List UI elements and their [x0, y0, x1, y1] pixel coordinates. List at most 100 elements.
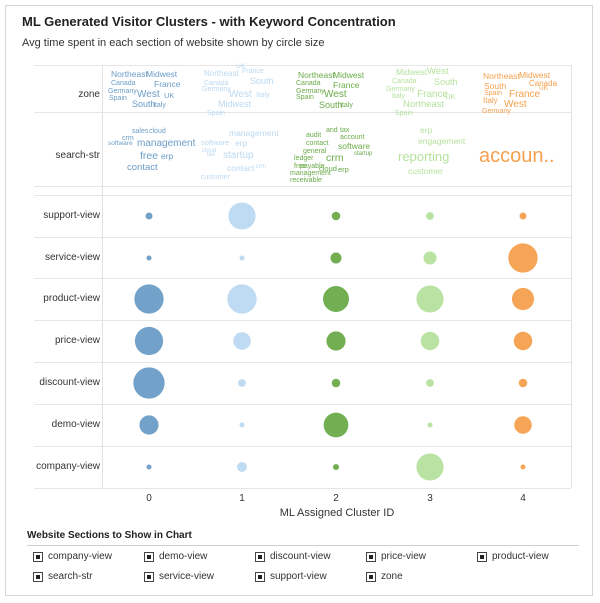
legend-item-label: zone	[381, 571, 403, 582]
bubble-price-view-cluster-2[interactable]	[326, 331, 346, 351]
word-cloud-term: Germany	[482, 108, 511, 115]
word-cloud-term: free	[140, 150, 159, 162]
legend-item-discount-view[interactable]: discount-view	[255, 551, 331, 562]
bubble-support-view-cluster-2[interactable]	[331, 211, 341, 221]
bubble-company-view-cluster-1[interactable]	[237, 462, 247, 472]
word-cloud-term: South	[434, 77, 458, 87]
bubble-demo-view-cluster-0[interactable]	[139, 415, 159, 435]
word-cloud-term: Germany	[386, 86, 415, 93]
checkbox-checked-icon[interactable]	[255, 551, 265, 562]
word-cloud-term: Canada	[204, 80, 229, 87]
checkbox-checked-icon[interactable]	[33, 551, 43, 562]
word-cloud-term: Canada	[111, 80, 136, 87]
legend-item-label: support-view	[270, 571, 327, 582]
word-cloud-term: Northeast	[403, 99, 445, 110]
legend-item-price-view[interactable]: price-view	[366, 551, 426, 562]
checkbox-checked-icon[interactable]	[144, 551, 154, 562]
word-cloud-term: accoun..	[479, 145, 555, 167]
row-label-company-view: company-view	[36, 461, 100, 472]
bubble-company-view-cluster-2[interactable]	[332, 463, 340, 471]
bubble-price-view-cluster-4[interactable]	[513, 331, 533, 351]
bubble-price-view-cluster-3[interactable]	[420, 331, 440, 351]
checkbox-checked-icon[interactable]	[366, 571, 376, 582]
bubble-demo-view-cluster-1[interactable]	[239, 422, 245, 428]
legend-item-search-str[interactable]: search-str	[33, 571, 92, 582]
word-cloud-term: Spain	[484, 90, 502, 97]
word-cloud-term: Spain	[296, 94, 314, 101]
word-cloud-term: tax	[207, 152, 216, 158]
word-cloud-term: France	[509, 89, 541, 100]
bubble-discount-view-cluster-4[interactable]	[518, 378, 528, 388]
word-cloud-term: tax	[340, 127, 350, 134]
word-cloud-term: software	[201, 138, 230, 147]
word-cloud-term: contact	[306, 140, 329, 147]
bubble-discount-view-cluster-0[interactable]	[133, 367, 165, 399]
bubble-service-view-cluster-0[interactable]	[146, 255, 152, 261]
bubble-support-view-cluster-0[interactable]	[145, 212, 153, 220]
word-cloud-term: contact	[127, 162, 158, 173]
bubble-price-view-cluster-1[interactable]	[233, 332, 251, 350]
bubble-product-view-cluster-1[interactable]	[227, 284, 257, 314]
word-cloud-term: crm	[256, 164, 266, 170]
word-cloud-term: software	[108, 140, 133, 147]
bubble-price-view-cluster-0[interactable]	[134, 326, 164, 356]
bubble-service-view-cluster-3[interactable]	[423, 251, 437, 265]
bubble-product-view-cluster-2[interactable]	[323, 286, 349, 312]
bubble-product-view-cluster-3[interactable]	[416, 285, 444, 313]
word-cloud-term: Italy	[392, 93, 405, 100]
bubble-company-view-cluster-4[interactable]	[520, 464, 526, 470]
word-cloud-term: West	[427, 66, 449, 77]
legend-item-demo-view[interactable]: demo-view	[144, 551, 207, 562]
word-cloud-term: South	[484, 81, 507, 91]
word-cloud-term: Northeast	[298, 70, 335, 80]
word-cloud-term: Midwest	[396, 67, 428, 77]
bubble-support-view-cluster-4[interactable]	[519, 212, 527, 220]
bubble-discount-view-cluster-2[interactable]	[331, 378, 341, 388]
bubble-company-view-cluster-0[interactable]	[146, 464, 152, 470]
word-cloud-term: West	[324, 89, 347, 100]
row-label-product-view: product-view	[43, 293, 100, 304]
legend-item-support-view[interactable]: support-view	[255, 571, 327, 582]
word-cloud-term: Midwest	[519, 70, 551, 80]
x-axis-title: ML Assigned Cluster ID	[279, 507, 395, 519]
bubble-service-view-cluster-1[interactable]	[239, 255, 245, 261]
word-cloud-term: ledger	[294, 155, 314, 162]
bubble-product-view-cluster-0[interactable]	[134, 284, 164, 314]
word-cloud-term: management	[290, 170, 331, 177]
bubble-service-view-cluster-4[interactable]	[508, 243, 538, 273]
word-cloud-term: UK	[445, 92, 456, 101]
legend-item-product-view[interactable]: product-view	[477, 551, 549, 562]
checkbox-checked-icon[interactable]	[366, 551, 376, 562]
bubble-product-view-cluster-4[interactable]	[511, 287, 535, 311]
row-label-service-view: service-view	[44, 252, 100, 263]
word-cloud-term: Canada	[529, 79, 558, 88]
bubble-demo-view-cluster-3[interactable]	[427, 422, 433, 428]
legend-item-company-view[interactable]: company-view	[33, 551, 112, 562]
word-cloud-term: France	[242, 68, 264, 75]
word-cloud-term: UK	[164, 91, 175, 100]
bubble-support-view-cluster-1[interactable]	[228, 202, 256, 230]
legend-item-label: price-view	[381, 551, 427, 562]
legend-item-zone[interactable]: zone	[366, 571, 403, 582]
checkbox-checked-icon[interactable]	[33, 571, 43, 582]
word-cloud-term: South	[319, 100, 343, 110]
word-cloud-term: France	[154, 79, 181, 89]
checkbox-checked-icon[interactable]	[255, 571, 265, 582]
bubble-support-view-cluster-3[interactable]	[426, 212, 434, 220]
word-cloud-term: Germany	[296, 88, 325, 95]
legend-item-service-view[interactable]: service-view	[144, 571, 214, 582]
legend-item-label: service-view	[159, 571, 215, 582]
bubble-company-view-cluster-3[interactable]	[416, 453, 444, 481]
bubble-service-view-cluster-2[interactable]	[330, 252, 342, 264]
word-cloud-term: South	[132, 99, 156, 109]
row-label-zone: zone	[78, 89, 100, 100]
bubble-discount-view-cluster-1[interactable]	[238, 379, 246, 387]
bubble-discount-view-cluster-3[interactable]	[426, 379, 434, 387]
bubble-demo-view-cluster-4[interactable]	[514, 416, 532, 434]
checkbox-checked-icon[interactable]	[144, 571, 154, 582]
word-cloud-term: Midwest	[333, 70, 365, 80]
checkbox-checked-icon[interactable]	[477, 551, 487, 562]
word-cloud-term: Germany	[202, 86, 231, 93]
bubble-demo-view-cluster-2[interactable]	[323, 412, 349, 438]
